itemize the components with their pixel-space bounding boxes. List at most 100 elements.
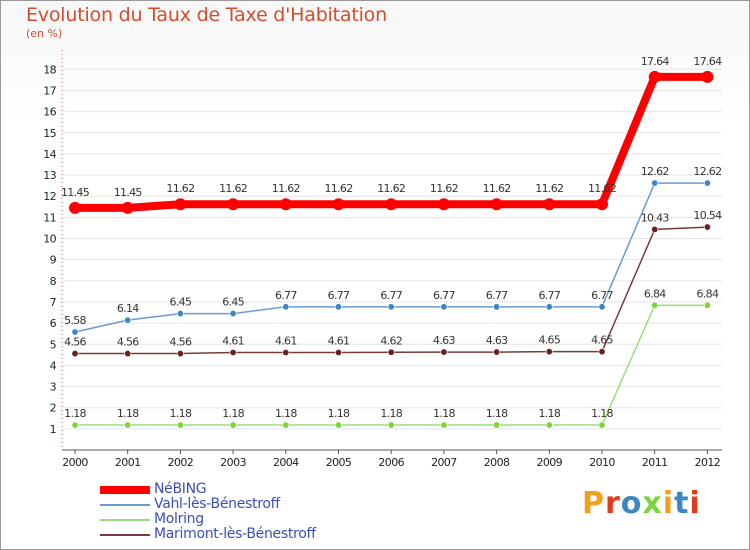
data-point bbox=[282, 421, 290, 429]
data-label: 6.45 bbox=[170, 296, 192, 309]
legend-label: Marimont-lès-Bénestroff bbox=[154, 526, 316, 542]
x-tick-label: 2011 bbox=[642, 456, 668, 469]
data-point bbox=[229, 310, 237, 318]
data-point bbox=[71, 421, 79, 429]
data-point bbox=[124, 421, 132, 429]
legend-swatch bbox=[100, 534, 150, 536]
data-point bbox=[437, 198, 450, 211]
x-tick-label: 2006 bbox=[378, 456, 404, 469]
data-point bbox=[387, 421, 395, 429]
data-point bbox=[124, 316, 132, 324]
x-tick-label: 2008 bbox=[484, 456, 510, 469]
data-label: 12.62 bbox=[641, 165, 669, 178]
data-label: 1.18 bbox=[433, 407, 455, 420]
data-label: 6.77 bbox=[275, 289, 297, 302]
data-point bbox=[279, 198, 292, 211]
data-point bbox=[227, 198, 240, 211]
logo-letter: x bbox=[642, 486, 663, 521]
data-label: 1.18 bbox=[328, 407, 350, 420]
x-tick-label: 2002 bbox=[168, 456, 194, 469]
logo-letter: i bbox=[662, 486, 675, 521]
data-label: 12.62 bbox=[693, 165, 721, 178]
y-tick-label: 10 bbox=[43, 233, 56, 246]
data-label: 4.62 bbox=[380, 334, 402, 347]
y-tick-label: 8 bbox=[50, 275, 57, 288]
data-label: 11.45 bbox=[61, 186, 90, 199]
data-label: 11.62 bbox=[535, 182, 563, 195]
x-tick-label: 2001 bbox=[115, 456, 141, 469]
data-point bbox=[282, 303, 290, 311]
x-tick-label: 2009 bbox=[536, 456, 562, 469]
data-label: 4.56 bbox=[117, 336, 139, 349]
data-label: 6.77 bbox=[591, 289, 613, 302]
data-label: 11.62 bbox=[588, 182, 616, 195]
x-tick-label: 2005 bbox=[326, 456, 352, 469]
logo-letter: P bbox=[582, 486, 605, 521]
data-label: 6.77 bbox=[486, 289, 508, 302]
data-point bbox=[229, 421, 237, 429]
data-label: 4.65 bbox=[538, 334, 560, 347]
data-label: 11.62 bbox=[219, 182, 247, 195]
data-point bbox=[387, 348, 395, 356]
data-label: 4.61 bbox=[275, 334, 297, 347]
data-point bbox=[703, 223, 711, 231]
y-tick-label: 17 bbox=[43, 84, 56, 97]
data-label: 4.61 bbox=[222, 334, 244, 347]
data-point bbox=[545, 348, 553, 356]
data-point bbox=[598, 303, 606, 311]
x-tick-label: 2000 bbox=[62, 456, 88, 469]
logo-letter: o bbox=[620, 486, 643, 521]
data-point bbox=[176, 310, 184, 318]
y-tick-label: 14 bbox=[43, 148, 56, 161]
data-point bbox=[651, 301, 659, 309]
y-tick-label: 12 bbox=[43, 190, 56, 203]
data-label: 6.14 bbox=[117, 302, 139, 315]
data-label: 17.64 bbox=[693, 55, 722, 68]
data-point bbox=[648, 70, 661, 83]
data-point bbox=[176, 421, 184, 429]
proxiti-logo: Proxiti bbox=[582, 486, 701, 521]
data-label: 6.77 bbox=[328, 289, 350, 302]
y-tick-label: 7 bbox=[50, 296, 57, 309]
data-point bbox=[703, 179, 711, 187]
data-point bbox=[174, 198, 187, 211]
data-label: 4.61 bbox=[328, 334, 350, 347]
data-point bbox=[176, 350, 184, 358]
data-label: 4.56 bbox=[170, 336, 192, 349]
data-label: 11.62 bbox=[483, 182, 511, 195]
data-point bbox=[598, 421, 606, 429]
y-tick-label: 13 bbox=[43, 169, 56, 182]
data-point bbox=[493, 348, 501, 356]
data-label: 1.18 bbox=[170, 407, 192, 420]
data-point bbox=[598, 348, 606, 356]
data-point bbox=[385, 198, 398, 211]
data-point bbox=[651, 225, 659, 233]
data-label: 11.62 bbox=[430, 182, 458, 195]
logo-letter: r bbox=[605, 486, 621, 521]
data-point bbox=[69, 201, 81, 214]
x-tick-label: 2004 bbox=[273, 456, 299, 469]
data-point bbox=[651, 179, 659, 187]
data-point bbox=[229, 348, 237, 356]
data-label: 4.63 bbox=[486, 334, 508, 347]
data-label: 1.18 bbox=[380, 407, 402, 420]
data-point bbox=[71, 350, 79, 358]
data-label: 1.18 bbox=[64, 407, 86, 420]
x-tick-label: 2012 bbox=[695, 456, 721, 469]
data-point bbox=[334, 421, 342, 429]
data-label: 11.62 bbox=[325, 182, 353, 195]
y-tick-label: 5 bbox=[50, 338, 57, 351]
y-tick-label: 6 bbox=[50, 317, 57, 330]
data-label: 1.18 bbox=[591, 407, 613, 420]
chart-title: Evolution du Taux de Taxe d'Habitation bbox=[26, 4, 387, 26]
y-tick-label: 3 bbox=[50, 381, 57, 394]
data-label: 6.77 bbox=[433, 289, 455, 302]
data-label: 10.54 bbox=[693, 209, 722, 222]
data-label: 1.18 bbox=[538, 407, 560, 420]
x-tick-label: 2003 bbox=[220, 456, 246, 469]
data-label: 6.45 bbox=[222, 296, 244, 309]
data-point bbox=[545, 421, 553, 429]
data-point bbox=[440, 421, 448, 429]
data-label: 11.62 bbox=[272, 182, 300, 195]
